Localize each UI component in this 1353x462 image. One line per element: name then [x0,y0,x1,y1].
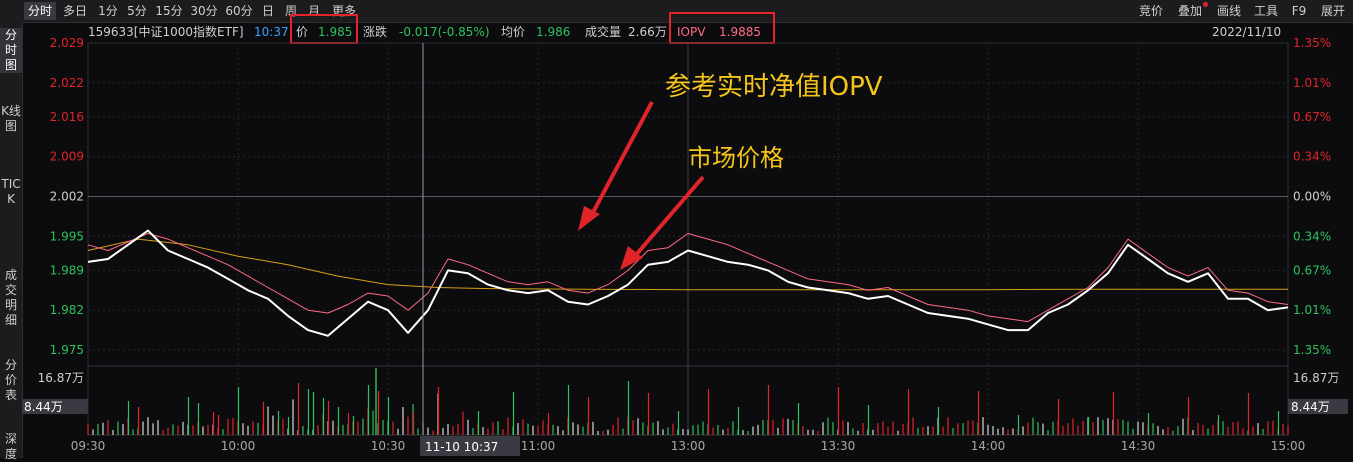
quote-info-bar: 159633[中证1000指数ETF] 10:37 价 1.985 涨跌 -0.… [24,23,1353,41]
y-tick-left: 2.009 [50,150,84,164]
period-button-2[interactable]: 1分 [98,4,118,18]
volume-tick-left-top: 16.87万 [38,371,84,385]
iopv-value: 1.9885 [719,25,761,39]
x-tick-label: 14:30 [1121,439,1156,453]
price-arrow-head [620,246,643,270]
y-tick-left: 2.002 [50,190,84,204]
volume-tick-left-mid: 8.44万 [24,400,63,414]
tool-button-3[interactable]: 工具 [1253,4,1278,18]
price-value: 1.985 [318,25,353,39]
iopv-annotation: 参考实时净值IOPV [665,72,883,102]
sidebar-item-1[interactable]: K线图 [1,104,21,133]
period-toolbar: 分时 多日 1分 5分 15分 30分 60分日周月更多 竞价 叠加 画线 工具 F9 展开 [0,0,1353,23]
avg-price-label: 均价 [501,25,526,39]
y-tick-left: 2.029 [50,36,84,50]
y-tick-right: 0.34% [1293,150,1331,164]
x-tick-label: 14:00 [971,439,1006,453]
x-tick-label: 10:30 [371,439,406,453]
change-label: 涨跌 [363,25,388,39]
quote-time: 10:37 [254,25,289,39]
x-tick-label: 13:00 [671,439,706,453]
y-tick-right: 0.00% [1293,190,1331,204]
period-button-1[interactable]: 多日 [62,4,87,18]
y-tick-right: 1.01% [1293,76,1331,90]
x-tick-label: 13:30 [821,439,856,453]
change-value: -0.017(-0.85%) [399,25,490,39]
y-tick-right: 1.35% [1293,343,1331,357]
y-tick-right: 0.67% [1293,110,1331,124]
sidebar-item-0[interactable]: 分时图 [0,28,22,73]
period-button-7[interactable]: 日 [261,4,274,18]
volume-tick-left-box [22,399,88,414]
y-tick-left: 1.975 [50,343,84,357]
price-arrow-shaft [633,175,705,258]
y-tick-left: 1.995 [50,229,84,243]
tool-button-2[interactable]: 画线 [1216,4,1241,18]
view-sidebar: 分时图 K线图 TICK 成交明细 分价表 深度 [0,22,23,461]
series-line-avg [87,238,1288,291]
y-tick-right: 0.67% [1293,263,1331,277]
y-tick-right: 1.01% [1293,303,1331,317]
x-tick-label: 10:00 [221,439,256,453]
period-button-3[interactable]: 5分 [127,4,147,18]
x-tick-label: 11:00 [521,439,556,453]
period-button-0[interactable]: 分时 [24,2,56,20]
period-button-4[interactable]: 15分 [155,4,183,18]
avg-price-value: 1.986 [536,25,571,39]
tool-button-5[interactable]: 展开 [1320,4,1345,18]
series-line-iopv [87,233,1289,323]
sidebar-item-3[interactable]: 成交明细 [4,268,17,327]
quote-date: 2022/11/10 [1212,25,1282,39]
iopv-label: IOPV [677,25,706,39]
iopv-arrow-shaft [588,101,654,219]
volume-label: 成交量 [585,25,622,39]
period-button-5[interactable]: 30分 [190,4,218,18]
y-tick-left: 1.989 [50,263,84,277]
tool-button-4[interactable]: F9 [1291,4,1307,18]
period-button-6[interactable]: 60分 [225,4,253,18]
price-label: 价 [296,25,309,39]
y-tick-left: 1.982 [50,303,84,317]
y-tick-left: 2.022 [50,76,84,90]
tool-button-1[interactable]: 叠加 [1170,2,1210,20]
crosshair-time-box [420,436,520,456]
x-tick-label: 15:00 [1271,439,1306,453]
x-tick-label: 09:30 [71,439,106,453]
y-tick-left: 2.016 [50,110,84,124]
sidebar-item-2[interactable]: TICK [1,177,21,206]
volume-tick-right-mid: 8.44万 [1291,400,1330,414]
price-annotation: 市场价格 [688,144,784,172]
notification-dot-icon [1203,2,1208,7]
crosshair-time-label: 11-10 10:37 [425,440,498,454]
tool-button-0[interactable]: 竞价 [1138,4,1163,18]
volume-tick-right-box [1288,399,1348,414]
security-name: 159633[中证1000指数ETF] [88,25,244,39]
volume-value: 2.66万 [628,25,667,39]
y-tick-right: 1.35% [1293,36,1331,50]
y-tick-right: 0.34% [1293,229,1331,243]
sidebar-item-4[interactable]: 分价表 [4,358,17,402]
volume-tick-right-top: 16.87万 [1293,371,1339,385]
iopv-arrow-head [578,206,600,231]
series-line-price [87,229,1289,337]
